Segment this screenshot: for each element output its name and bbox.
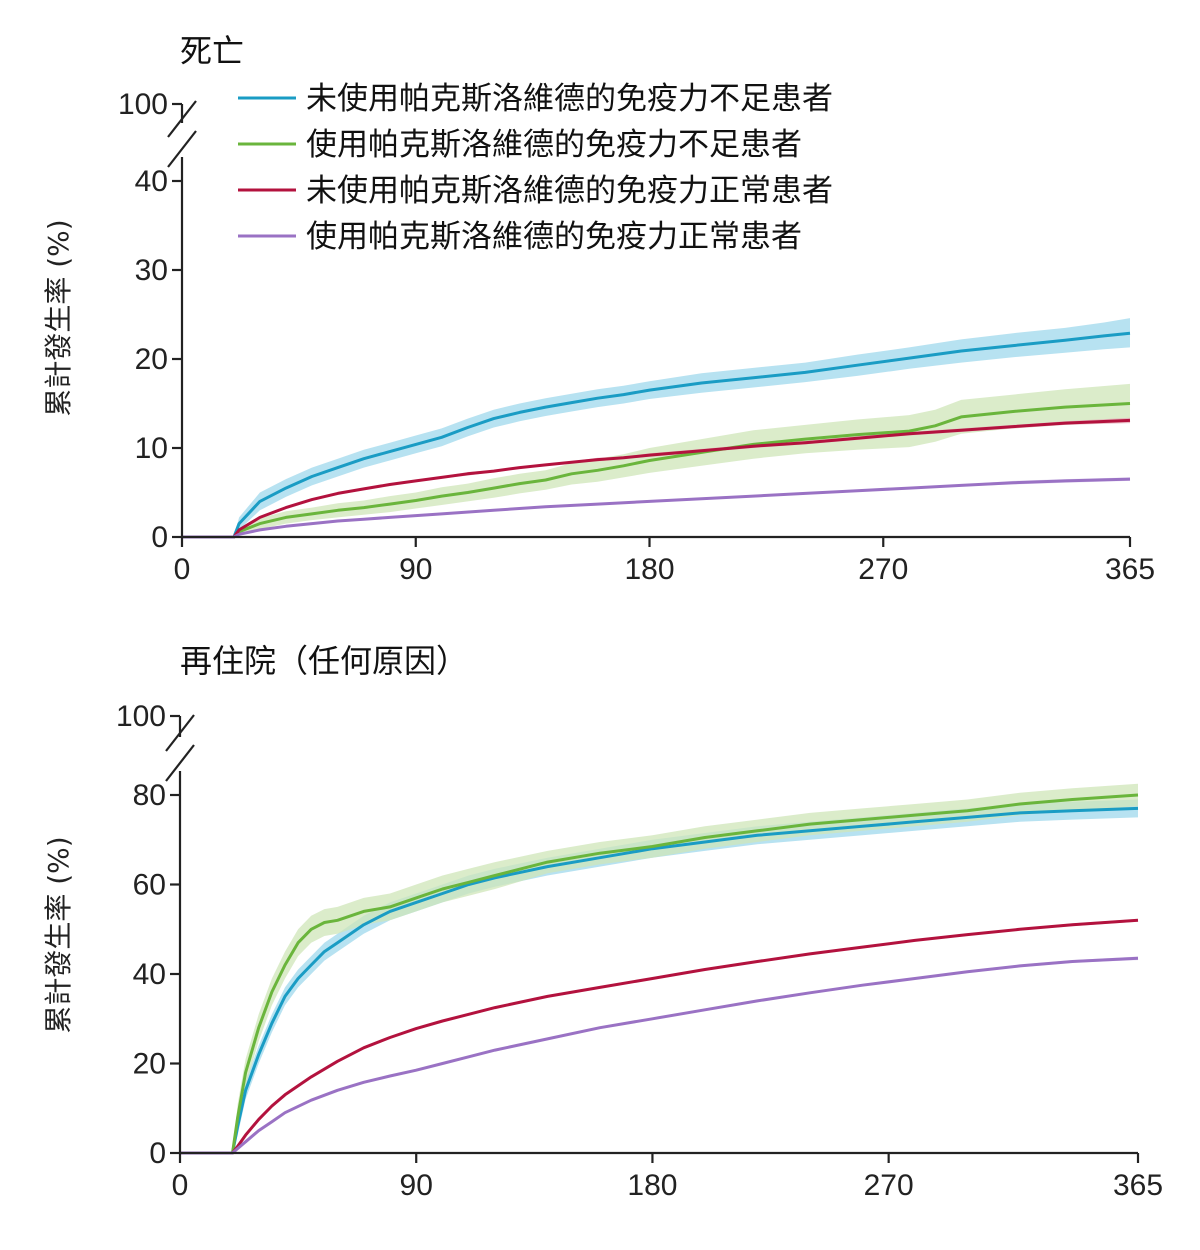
x-tick-label: 90 (400, 1169, 433, 1202)
ci-band-4 (180, 956, 1138, 1153)
x-tick-label: 180 (627, 1169, 677, 1202)
legend: 未使用帕克斯洛維德的免疫力不足患者使用帕克斯洛維德的免疫力不足患者未使用帕克斯洛… (238, 81, 833, 255)
series-line-1 (182, 331, 1131, 539)
readmission-chart: 再住院（任何原因） 累計發生率 (%) 100 0 20 40 60 80 0 90 180 27… (42, 642, 1163, 1202)
readmission-chart-title: 再住院（任何原因） (180, 642, 468, 680)
series-line-4 (180, 956, 1139, 1155)
legend-label-4: 使用帕克斯洛維德的免疫力正常患者 (306, 219, 802, 255)
series-line-1 (180, 806, 1139, 1155)
x-tick-label: 0 (172, 1169, 189, 1202)
y-tick-label: 40 (133, 958, 166, 991)
legend-label-3: 未使用帕克斯洛維德的免疫力正常患者 (306, 173, 833, 209)
axis-break-mark (167, 130, 197, 168)
readmission-axes: 100 0 20 40 60 80 0 90 180 270 365 (116, 700, 1163, 1202)
y-tick-label: 30 (135, 254, 168, 287)
mortality-chart: 死亡 累計發生率 (%) 100 0 10 20 30 40 0 90 180 270 365 未使… (42, 32, 1155, 586)
y-tick-label-100: 100 (116, 700, 166, 733)
y-tick-label-100: 100 (118, 88, 168, 121)
readmission-series-lines (180, 793, 1139, 1155)
legend-label-1: 未使用帕克斯洛維德的免疫力不足患者 (306, 81, 833, 117)
axis-break-mark (165, 744, 195, 782)
readmission-y-axis-label: 累計發生率 (%) (42, 836, 75, 1033)
y-tick-label: 0 (151, 521, 168, 554)
y-tick-label: 20 (135, 343, 168, 376)
series-line-3 (180, 918, 1139, 1155)
y-tick-label: 0 (149, 1137, 166, 1170)
series-line-3 (182, 418, 1131, 539)
y-tick-label: 60 (133, 869, 166, 902)
x-tick-label: 365 (1105, 553, 1155, 586)
series-line-2 (180, 793, 1139, 1155)
y-tick-label: 40 (135, 165, 168, 198)
x-tick-label: 90 (399, 553, 432, 586)
x-tick-label: 270 (858, 553, 908, 586)
y-tick-label: 10 (135, 432, 168, 465)
x-tick-label: 0 (174, 553, 191, 586)
x-tick-label: 180 (624, 553, 674, 586)
y-tick-label: 20 (133, 1048, 166, 1081)
ci-band-1 (182, 318, 1130, 537)
mortality-chart-title: 死亡 (180, 32, 244, 70)
y-tick-label: 80 (133, 779, 166, 812)
legend-label-2: 使用帕克斯洛維德的免疫力不足患者 (306, 127, 802, 163)
series-line-4 (182, 477, 1131, 539)
mortality-y-axis-label: 累計發生率 (%) (42, 219, 75, 416)
series-line-2 (182, 402, 1131, 539)
mortality-axes: 100 0 10 20 30 40 0 90 180 270 365 (118, 88, 1155, 586)
x-tick-label: 270 (864, 1169, 914, 1202)
mortality-series-lines (182, 331, 1131, 539)
x-tick-label: 365 (1113, 1169, 1163, 1202)
